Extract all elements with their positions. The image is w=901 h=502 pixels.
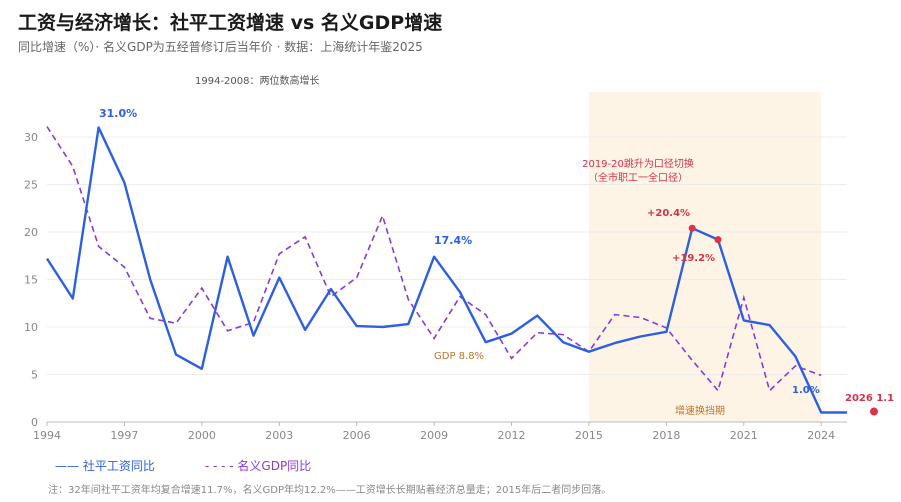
annotation-shift-note: 增速换挡期 — [675, 404, 725, 417]
annotation-gdp-2009: GDP 8.8% — [434, 351, 484, 362]
x-tick-label: 2012 — [498, 429, 526, 442]
grid-lines — [47, 136, 847, 423]
annotation-peak-1996: 31.0% — [99, 107, 137, 120]
annotation-early-note: 1994-2008：两位数高增长 — [195, 74, 320, 87]
y-axis: 0 5 10 15 20 25 30 — [24, 131, 38, 429]
chart-title: 工资与经济增长：社平工资增速 vs 名义GDP增速 — [18, 12, 443, 34]
slowdown-band — [588, 92, 822, 422]
highlight-point — [688, 224, 696, 232]
y-tick-label: 30 — [24, 131, 38, 144]
y-tick-label: 10 — [24, 321, 38, 334]
highlight-point — [714, 236, 722, 244]
annotation-switch-line2: （全市职工一全口径） — [588, 171, 688, 184]
x-tick-label: 2006 — [343, 429, 371, 442]
x-tick-label: 2015 — [575, 429, 603, 442]
legend: —— 社平工资同比 - - - - 名义GDP同比 — [55, 457, 311, 474]
x-tick-label: 2021 — [730, 429, 758, 442]
x-tick-label: 2000 — [188, 429, 216, 442]
highlight-points — [688, 224, 878, 416]
x-tick-label: 2009 — [420, 429, 448, 442]
y-tick-label: 0 — [31, 416, 38, 429]
annotation-2020: +19.2% — [672, 253, 715, 264]
x-tick-label: 1997 — [110, 429, 138, 442]
x-axis: 1994 1997 2000 2003 2006 2009 2012 2015 2018 2021… — [33, 422, 835, 442]
series-gdp-line — [46, 126, 822, 393]
y-tick-label: 5 — [31, 369, 38, 382]
footnote: 注：32年间社平工资年均复合增速11.7%，名义GDP年均12.2%——工资增长… — [48, 485, 612, 496]
annotation-peak-2009: 17.4% — [434, 234, 472, 247]
series-wage-line — [45, 126, 847, 414]
legend-wage-label: —— 社平工资同比 — [55, 459, 155, 473]
point-2026 — [870, 407, 878, 416]
legend-item-wage: —— 社平工资同比 — [55, 457, 155, 474]
chart-subtitle: 同比增速（%）· 名义GDP为五经普修订后当年价 · 数据：上海统计年鉴2025 — [18, 40, 423, 54]
y-tick-label: 25 — [24, 179, 38, 192]
legend-item-gdp: - - - - 名义GDP同比 — [205, 457, 311, 474]
annotation-2024: 1.0% — [792, 385, 820, 396]
x-tick-label: 2024 — [807, 429, 835, 442]
x-tick-label: 1994 — [33, 429, 61, 442]
x-tick-label: 2018 — [652, 429, 680, 442]
annotation-2026: 2026 1.1 — [845, 393, 894, 404]
y-tick-label: 15 — [24, 274, 38, 287]
annotation-switch-line1: 2019-20跳升为口径切换 — [582, 157, 694, 170]
x-tick-label: 2003 — [265, 429, 293, 442]
legend-gdp-label: - - - - 名义GDP同比 — [204, 459, 312, 473]
annotation-2019: +20.4% — [647, 208, 690, 219]
y-tick-label: 20 — [24, 226, 38, 239]
